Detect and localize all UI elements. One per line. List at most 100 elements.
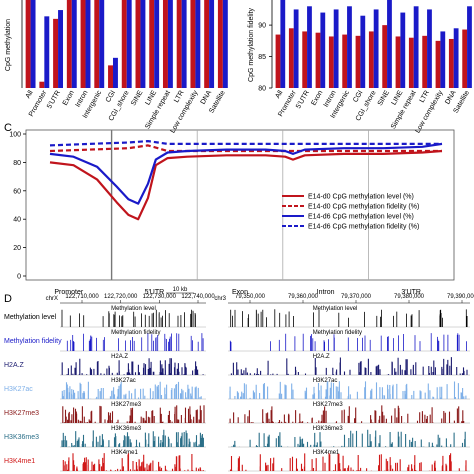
track-signal-5-1 (231, 429, 466, 447)
bar-1-1-0 (280, 0, 286, 88)
track-inner-label-4-1: H3K27me3 (313, 402, 344, 408)
bar-1-1-2 (307, 6, 312, 88)
bar-0-0-14 (217, 0, 223, 88)
panel-c-legend-label-3: E14-d6 CpG methylation fidelity (%) (308, 224, 419, 231)
category-label-1-11: LTR (419, 90, 431, 105)
track-inner-label-0-0: Methylation level (111, 306, 156, 312)
category-label-1-2: 5'UTR (295, 90, 311, 110)
panel-c-ytick-label-3: 60 (13, 188, 21, 195)
panel-c-ytick-label-2: 40 (13, 217, 21, 224)
bar-0-1-8 (140, 0, 146, 88)
track-inner-label-3-0: H3K27ac (111, 378, 136, 384)
track-signal-1-1 (229, 333, 467, 351)
bar-0-0-0 (25, 0, 31, 88)
coord-label-right-0: 79,350,000 (235, 294, 266, 300)
track-inner-label-4-0: H3K27me3 (111, 402, 142, 408)
bar-0-1-5 (99, 0, 105, 88)
bar-0-1-7 (126, 0, 132, 88)
bar-1-0-11 (422, 35, 428, 88)
bar-0-0-11 (176, 0, 182, 88)
track-label-1: Methylation fidelity (4, 338, 62, 345)
bar-1-1-8 (387, 0, 392, 88)
panel-b-yticks: 80 85 90 (258, 23, 272, 93)
chr-label-left: chrX (46, 296, 58, 302)
track-signal-0-1 (230, 309, 468, 327)
bar-1-1-3 (320, 12, 326, 88)
track-inner-label-6-0: H3K4me1 (111, 450, 138, 456)
bar-0-0-2 (53, 18, 59, 88)
bar-0-1-9 (154, 0, 160, 88)
panel-c-region-labels: Promoter 5'UTR Exon Intron 3'UTR (54, 289, 421, 296)
bar-1-1-11 (427, 9, 432, 88)
coord-label-left-1: 122,720,000 (104, 294, 138, 300)
bar-0-0-13 (204, 0, 210, 88)
bar-0-1-0 (30, 0, 36, 88)
bar-1-0-14 (462, 29, 468, 88)
bar-0-0-8 (135, 0, 141, 88)
coord-label-right-1: 79,360,000 (288, 294, 319, 300)
bar-0-1-14 (222, 0, 228, 88)
panel-b-ytick-label-2: 90 (258, 23, 266, 30)
panel-c-ytick-label-0: 0 (17, 274, 21, 281)
track-signal-2-0 (61, 358, 204, 375)
panel-c-ytick-label-5: 100 (9, 132, 21, 139)
panel-c-frame (25, 129, 455, 281)
chr-label-right: chr3 (214, 296, 226, 302)
panel-d-tracks: Methylation level Methylation level Methyl… (4, 306, 470, 472)
panel-c-series-line-2 (49, 142, 443, 205)
category-label-1-8: SINE (377, 89, 391, 107)
track-label-3: H3K27ac (4, 386, 33, 393)
bar-1-0-12 (435, 40, 441, 88)
track-inner-label-5-1: H3K36me3 (313, 426, 344, 432)
panel-c-series-line-3 (49, 140, 442, 147)
track-label-2: H2A.Z (4, 362, 25, 369)
track-label-0: Methylation level (4, 314, 57, 321)
panel-a-bars (25, 0, 228, 89)
bar-0-0-10 (162, 0, 168, 88)
panel-c-legend-label-1: E14-d0 CpG methylation fidelity (%) (308, 204, 419, 211)
panel-a-ylabel: CpG methylation (5, 19, 12, 71)
panel-c-lines (49, 140, 443, 221)
category-label-0-6: CGI (105, 89, 117, 103)
track-inner-label-1-1: Methylation fidelity (313, 330, 362, 336)
bar-1-1-5 (347, 6, 352, 88)
bar-0-0-12 (190, 0, 196, 88)
track-signal-0-0 (61, 309, 196, 327)
track-inner-label-2-1: H2A.Z (313, 354, 330, 360)
panel-d-letter: D (4, 293, 12, 305)
coord-label-right-2: 79,370,000 (341, 294, 372, 300)
category-label-0-3: Exon (62, 89, 76, 106)
bar-0-0-7 (121, 0, 127, 88)
track-inner-label-5-0: H3K36me3 (111, 426, 142, 432)
bar-0-0-6 (108, 65, 113, 88)
track-inner-label-3-1: H3K27ac (313, 378, 338, 384)
panel-b-ylabel: CpG methylation fidelity (248, 8, 255, 82)
track-inner-label-1-0: Methylation fidelity (111, 330, 160, 336)
coord-label-left-2: 122,730,000 (143, 294, 177, 300)
panel-d: D chrX chr3 122,710,000 122,720,000 122,730,… (4, 287, 474, 472)
bar-0-1-4 (85, 0, 91, 88)
scale-label: 10 kb (173, 287, 188, 293)
bar-0-0-9 (149, 0, 155, 88)
bar-1-0-2 (302, 31, 308, 88)
track-inner-label-6-1: H3K4me1 (313, 450, 340, 456)
panel-c-ytick-label-4: 80 (13, 160, 21, 167)
panel-b-bars (275, 0, 472, 89)
bar-1-0-5 (342, 34, 348, 88)
panel-d-coordinates: chrX chr3 122,710,000 122,720,000 122,730,00… (46, 287, 474, 304)
track-signal-6-0 (62, 453, 205, 471)
bar-1-0-13 (448, 38, 454, 88)
track-label-4: H3K27me3 (4, 410, 39, 417)
category-label-1-12: Low complexity (414, 89, 444, 134)
bar-0-0-1 (39, 81, 45, 88)
bar-0-1-11 (181, 0, 187, 88)
panel-c-region-1: 5'UTR (145, 289, 165, 296)
category-label-1-13: DNA (444, 89, 458, 106)
panel-b-ytick-label-0: 80 (258, 86, 266, 93)
panel-b: CpG methylation fidelity 80 85 90 AllPromo… (248, 0, 472, 134)
bar-1-1-12 (440, 31, 446, 88)
track-inner-label-2-0: H2A.Z (111, 354, 128, 360)
bar-1-0-0 (275, 34, 281, 88)
